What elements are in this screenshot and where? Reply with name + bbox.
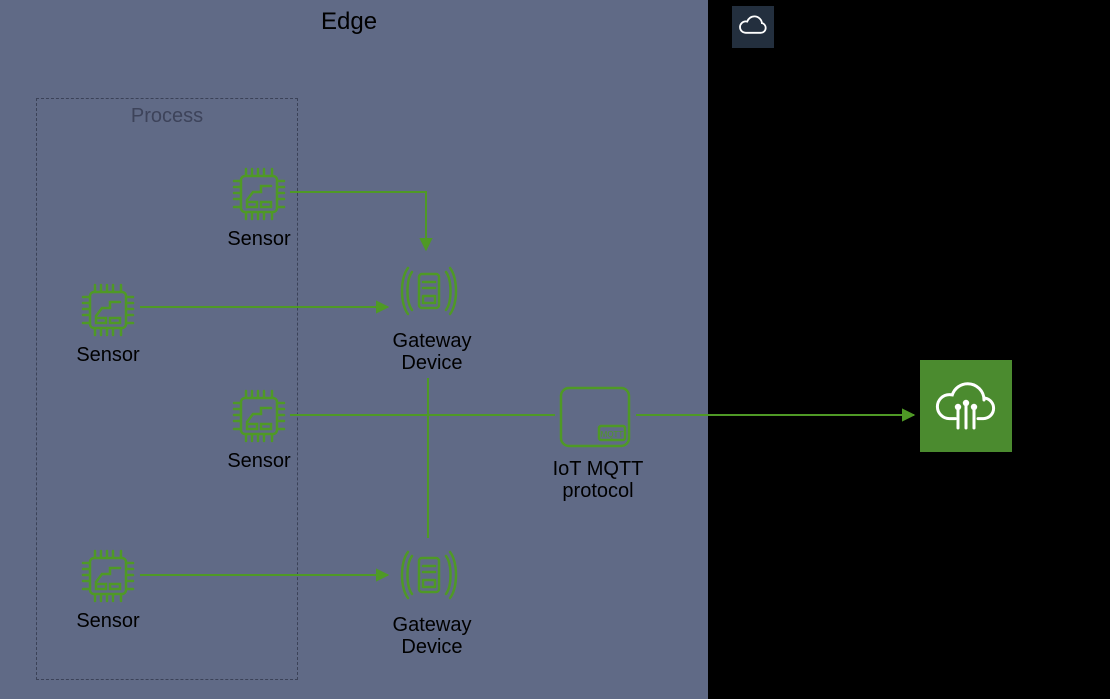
sensor-4-label: Sensor bbox=[63, 610, 153, 632]
diagram-canvas: Edge Process Sensor S bbox=[0, 0, 1110, 699]
svg-text:MQTT: MQTT bbox=[601, 430, 624, 439]
sensor-4 bbox=[80, 548, 136, 604]
sensor-3 bbox=[231, 388, 287, 444]
aws-iot-service bbox=[920, 360, 1012, 452]
mqtt-protocol: MQTT bbox=[555, 382, 635, 452]
gateway-1-label: GatewayDevice bbox=[367, 330, 497, 374]
sensor-2 bbox=[80, 282, 136, 338]
cloud-badge bbox=[732, 6, 774, 48]
process-label: Process bbox=[37, 105, 297, 128]
gateway-1 bbox=[394, 256, 464, 326]
gateway-2-label: GatewayDevice bbox=[367, 614, 497, 658]
cloud-icon bbox=[732, 6, 774, 48]
sensor-3-label: Sensor bbox=[214, 450, 304, 472]
edge-title: Edge bbox=[321, 8, 377, 36]
sensor-1-label: Sensor bbox=[214, 228, 304, 250]
sensor-1 bbox=[231, 166, 287, 222]
sensor-2-label: Sensor bbox=[63, 344, 153, 366]
gateway-2 bbox=[394, 540, 464, 610]
mqtt-label: IoT MQTTprotocol bbox=[538, 458, 658, 502]
